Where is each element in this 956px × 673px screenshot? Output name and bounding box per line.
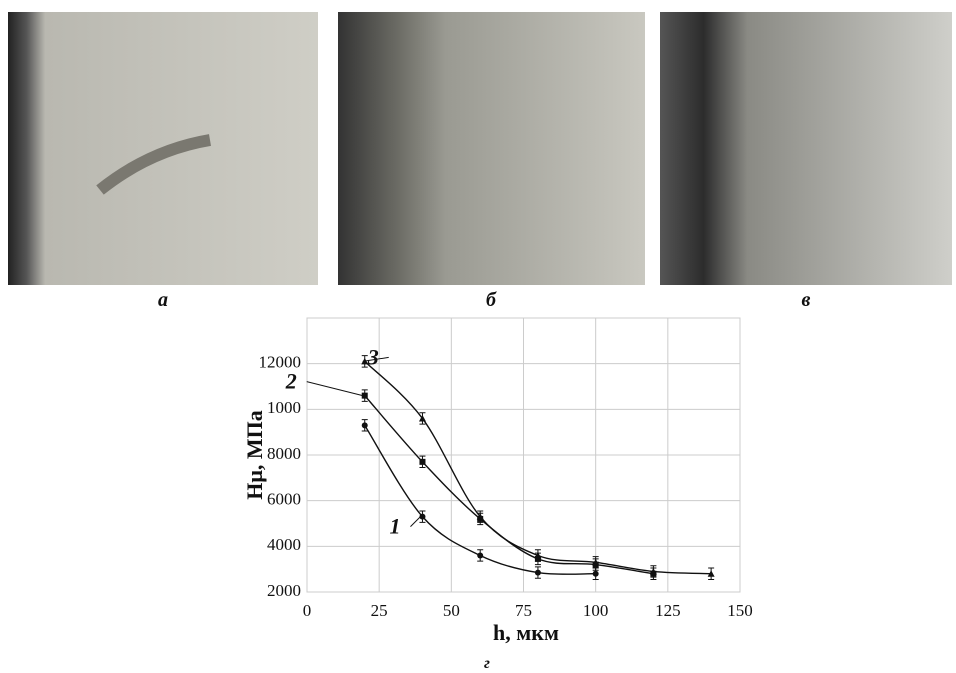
- marker: [592, 570, 599, 577]
- marker: [534, 551, 542, 559]
- y-tick-label: 8000: [267, 444, 301, 463]
- leader-line: [362, 356, 389, 362]
- x-tick-label: 0: [303, 601, 312, 620]
- marker: [592, 558, 600, 566]
- marker: [534, 569, 541, 576]
- y-tick-label: 12000: [259, 353, 302, 372]
- x-tick-label: 75: [515, 601, 532, 620]
- y-axis-label: Hμ, МПа: [242, 410, 267, 499]
- micrograph-c: [660, 12, 952, 285]
- marker: [361, 422, 368, 429]
- marker: [707, 570, 715, 577]
- leader-line: [306, 381, 363, 397]
- x-tick-label: 50: [443, 601, 460, 620]
- series-line: [364, 395, 654, 575]
- marker: [649, 567, 657, 575]
- panel-label: б: [486, 289, 497, 311]
- x-axis-label: h, мкм: [493, 620, 559, 645]
- y-tick-label: 2000: [267, 581, 301, 600]
- series-line: [364, 424, 596, 575]
- plot-frame: [306, 317, 741, 593]
- y-tick-label: 4000: [267, 535, 301, 554]
- panel-label: в: [802, 289, 811, 311]
- series-line: [364, 360, 712, 575]
- x-tick-label: 100: [583, 601, 609, 620]
- marker: [477, 552, 484, 559]
- micrograph-feature: [96, 134, 211, 195]
- x-tick-label: 125: [655, 601, 681, 620]
- micrograph-b: [338, 12, 645, 285]
- x-tick-label: 25: [371, 601, 388, 620]
- series-label: 1: [389, 514, 400, 539]
- leader-line: [410, 516, 421, 528]
- marker: [361, 392, 368, 399]
- marker: [476, 513, 484, 520]
- panel-label: а: [158, 289, 168, 311]
- marker: [419, 458, 426, 465]
- marker: [418, 414, 426, 422]
- y-tick-label: 1000: [267, 398, 301, 417]
- panel-label: г: [484, 655, 490, 672]
- marker: [419, 513, 426, 520]
- x-tick-label: 150: [727, 601, 753, 620]
- y-tick-label: 6000: [267, 490, 301, 509]
- series-label: 2: [285, 369, 297, 394]
- series-label: 3: [367, 344, 379, 369]
